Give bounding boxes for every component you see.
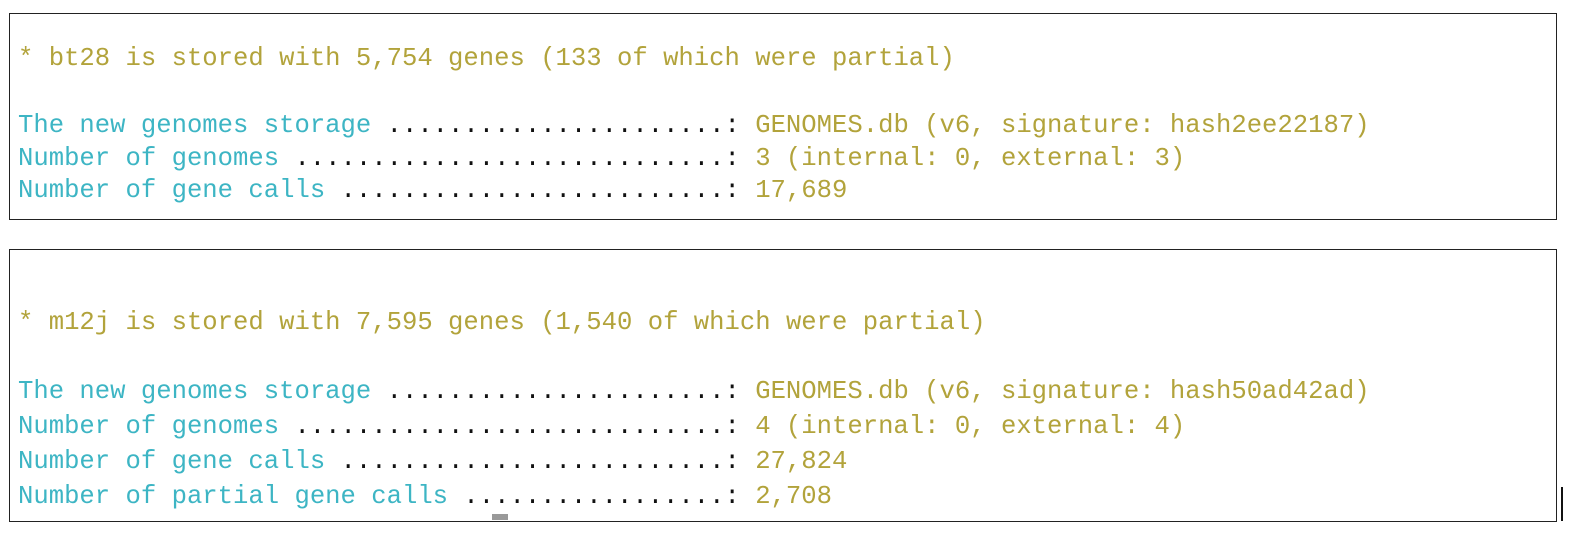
row-value: GENOMES.db (v6, signature: hash50ad42ad) [755, 377, 1370, 406]
row-value: 4 (internal: 0, external: 4) [755, 412, 1186, 441]
row-value: 27,824 [755, 447, 848, 476]
row-leader: .........................: [340, 176, 740, 205]
row-leader: ............................: [294, 412, 740, 441]
row-value: GENOMES.db (v6, signature: hash2ee22187) [755, 111, 1370, 140]
row-leader: ......................: [386, 111, 740, 140]
row-value: 17,689 [755, 176, 848, 205]
output-panel: * m12j is stored with 7,595 genes (1,540… [9, 249, 1557, 522]
row-label: Number of partial gene calls [18, 482, 449, 511]
info-row: Number of gene calls....................… [18, 447, 847, 477]
row-value: 2,708 [755, 482, 832, 511]
row-leader: ......................: [386, 377, 740, 406]
row-value: 3 (internal: 0, external: 3) [755, 144, 1186, 173]
info-row: Number of genomes.......................… [18, 412, 1185, 442]
info-row: Number of genomes.......................… [18, 144, 1185, 174]
row-label: Number of genomes [18, 412, 280, 441]
header-line: * m12j is stored with 7,595 genes (1,540… [18, 308, 986, 337]
row-label: Number of gene calls [18, 447, 326, 476]
info-row: Number of gene calls....................… [18, 176, 847, 206]
info-row: The new genomes storage.................… [18, 377, 1370, 407]
row-label: Number of genomes [18, 144, 280, 173]
row-label: Number of gene calls [18, 176, 326, 205]
info-row: The new genomes storage.................… [18, 111, 1370, 141]
scroll-marker [492, 514, 508, 520]
row-label: The new genomes storage [18, 377, 372, 406]
row-leader: ............................: [294, 144, 740, 173]
header-line: * bt28 is stored with 5,754 genes (133 o… [18, 44, 955, 73]
row-leader: .................: [463, 482, 740, 511]
row-leader: .........................: [340, 447, 740, 476]
text-cursor [1561, 487, 1563, 521]
output-panel: * bt28 is stored with 5,754 genes (133 o… [9, 13, 1557, 220]
row-label: The new genomes storage [18, 111, 372, 140]
info-row: Number of partial gene calls............… [18, 482, 832, 512]
